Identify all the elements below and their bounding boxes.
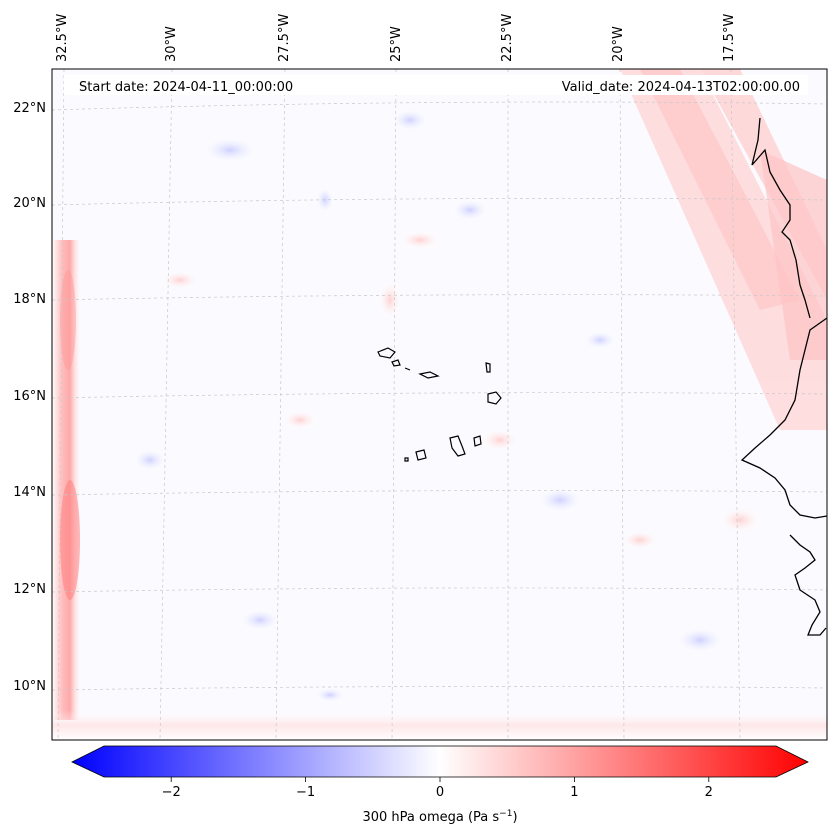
coastline: [740, 117, 828, 636]
lat-label: 10°N: [13, 679, 46, 694]
colorbar-tick-label: 1: [570, 785, 578, 800]
map-field: [52, 69, 827, 740]
cape-verde-islands: [377, 347, 502, 462]
colorbar-title: 300 hPa omega (Pa s−1): [362, 809, 517, 825]
lat-label: 12°N: [13, 582, 46, 597]
lon-label: 25°W: [389, 26, 404, 62]
lat-label: 20°N: [13, 196, 46, 211]
lat-label: 14°N: [13, 485, 46, 500]
colorbar: −2 −1 0 1 2 300 hPa omega (Pa s−1): [71, 745, 809, 825]
lat-label: 22°N: [13, 101, 46, 116]
colorbar-gradient: [72, 746, 808, 777]
longitude-labels: 32.5°W 30°W 27.5°W 25°W 22.5°W 20°W 17.5°W: [55, 14, 737, 62]
lat-label: 18°N: [13, 292, 46, 307]
colorbar-tick-label: −1: [296, 785, 315, 800]
colorbar-title-sup: −1: [499, 809, 512, 819]
graticule: [52, 69, 827, 740]
lon-label: 30°W: [164, 26, 179, 62]
valid-date-label: Valid_date: 2024-04-13T02:00:00.00: [562, 80, 800, 95]
lon-label: 20°W: [611, 26, 626, 62]
map-frame: [51, 68, 828, 741]
colorbar-outline: [71, 745, 809, 778]
colorbar-tick-label: −2: [162, 785, 181, 800]
lat-label: 16°N: [13, 389, 46, 404]
start-date-label: Start date: 2024-04-11_00:00:00: [79, 80, 293, 95]
colorbar-title-end: ): [512, 810, 517, 825]
colorbar-tick-label: 0: [436, 785, 444, 800]
colorbar-tick-label: 2: [705, 785, 713, 800]
colorbar-title-main: 300 hPa omega (Pa s: [362, 810, 499, 825]
lon-label: 27.5°W: [277, 14, 292, 62]
lon-label: 32.5°W: [55, 14, 70, 62]
colorbar-ticks: −2 −1 0 1 2: [162, 777, 713, 800]
latitude-labels: 22°N 20°N 18°N 16°N 14°N 12°N 10°N: [13, 101, 46, 694]
lon-label: 17.5°W: [722, 14, 737, 62]
date-banner: [64, 75, 808, 95]
lon-label: 22.5°W: [500, 14, 515, 62]
